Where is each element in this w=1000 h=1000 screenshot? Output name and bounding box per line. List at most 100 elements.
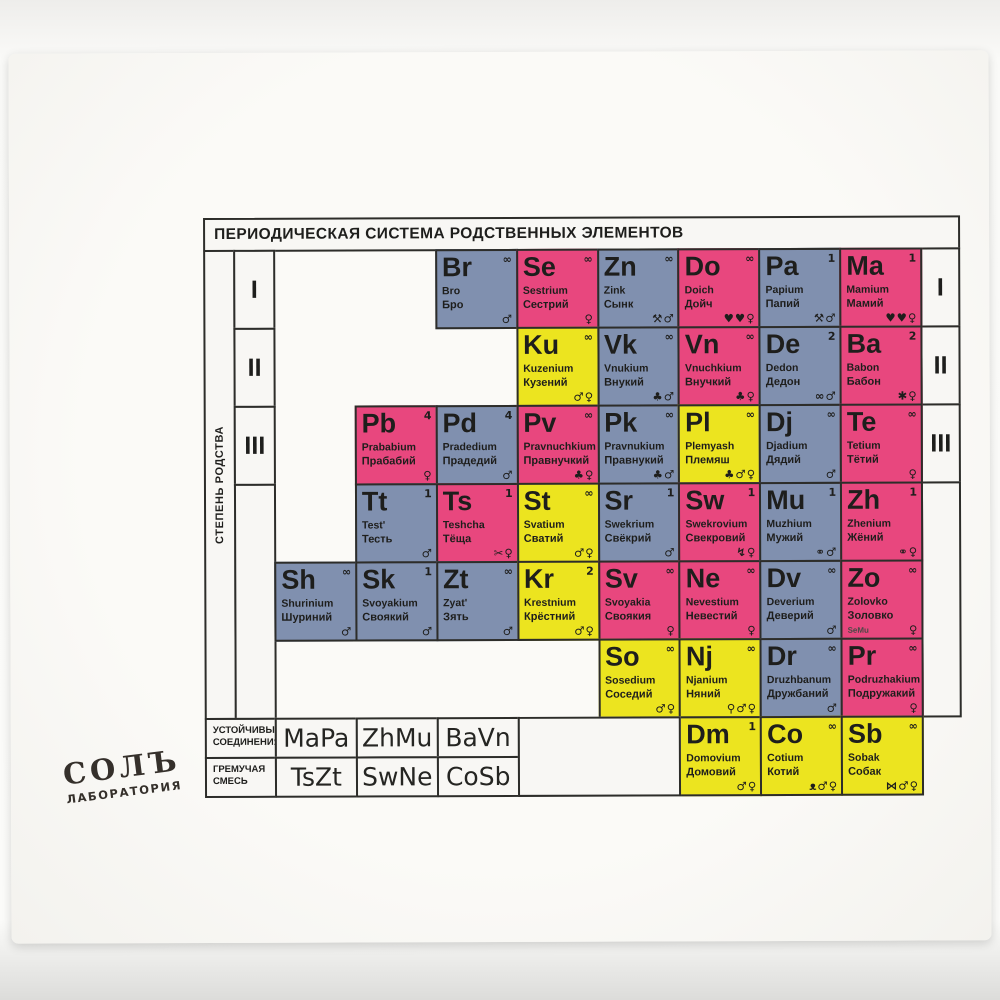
element-symbol: Nj — [685, 641, 713, 672]
element-icons: ⚒♂ — [652, 311, 675, 325]
element-russian-name: Жёний — [847, 531, 884, 544]
compounds-empty-box — [517, 716, 682, 797]
element-symbol: Do — [684, 251, 721, 282]
element-latin-name: Tetium — [846, 439, 881, 452]
element-cell-sw: 1 Sw Swekrovium Свекровий ↯♀ — [678, 482, 762, 563]
element-russian-name: Правнукий — [604, 454, 664, 467]
female-icon: ♀ — [585, 623, 595, 638]
element-icons: ♂ — [826, 623, 837, 637]
compound-label-line: ГРЕМУЧАЯ — [212, 763, 266, 776]
female-icon: ♀ — [584, 311, 594, 326]
female-icon: ♀ — [909, 778, 920, 793]
element-russian-name: Тётий — [846, 453, 879, 466]
element-russian-name: Соседий — [605, 688, 653, 701]
element-cell-ts: 1 Ts Teshcha Тёща ✂♀ — [435, 482, 519, 564]
element-symbol: Zo — [847, 562, 881, 593]
female-icon: ♀ — [908, 388, 918, 403]
female-icon: ♀ — [746, 545, 757, 560]
element-icons: ♀ — [909, 623, 918, 637]
element-symbol: Kr — [523, 563, 554, 594]
male-icon: ♂ — [825, 544, 838, 559]
male-icon: ♂ — [664, 545, 676, 560]
element-latin-name: Djadium — [766, 439, 808, 453]
male-icon: ♂ — [817, 778, 829, 793]
element-russian-name: Бабон — [846, 375, 881, 388]
tools-icon: ⚒ — [652, 311, 664, 326]
element-cell-sh: ∞ Sh Shurinium Шуриний ♂ — [274, 561, 358, 642]
element-latin-name: Plemyash — [685, 440, 735, 453]
element-symbol: De — [765, 328, 801, 360]
element-russian-name: Золовко — [847, 609, 894, 622]
compound-formula-zhmu: ZhMu — [355, 717, 439, 759]
element-russian-name: Невестий — [685, 610, 738, 623]
balloons-icon: ♣ — [735, 389, 747, 404]
element-russian-name: Дядий — [766, 453, 801, 467]
element-icons: ♀ — [909, 701, 918, 715]
table-title-text: ПЕРИОДИЧЕСКАЯ СИСТЕМА РОДСТВЕННЫХ ЭЛЕМЕН… — [214, 224, 684, 243]
element-icons: ♂ — [826, 467, 837, 481]
element-symbol: Pa — [765, 250, 799, 282]
balloons-icon: ♣ — [573, 467, 586, 482]
compound-label-line: СМЕСЬ — [212, 776, 248, 788]
element-cell-pa: 1 Pa Papium Папий ⚒♂ — [758, 247, 842, 329]
element-latin-name: Pravnukium — [604, 440, 665, 453]
element-degree: ∞ — [746, 642, 756, 656]
lightning-icon: ↯ — [736, 545, 748, 560]
element-cell-br: ∞ Br Bro Бро ♂ — [434, 248, 519, 330]
compound-row-label: ГРЕМУЧАЯ СМЕСЬ — [204, 756, 278, 799]
element-latin-name: Pradedium — [442, 441, 497, 454]
element-cell-sk: 1 Sk Svoyakium Своякий ♂ — [355, 561, 439, 642]
element-icons: ♥♥♀ — [724, 311, 756, 325]
element-degree: 2 — [586, 564, 594, 578]
element-russian-name: Деверий — [766, 609, 814, 623]
element-symbol: Vk — [603, 329, 638, 360]
element-icons: ♂♀ — [574, 624, 595, 638]
element-russian-name: Правнучкий — [523, 454, 590, 467]
element-latin-name: Domovium — [686, 752, 741, 765]
element-latin-name: Druzhbanum — [766, 673, 832, 687]
element-icons: ⚭♂ — [815, 545, 837, 559]
male-icon: ♂ — [655, 701, 667, 716]
element-latin-name: Njanium — [685, 674, 728, 687]
element-symbol: Sk — [362, 564, 396, 595]
element-symbol: Ne — [685, 563, 721, 594]
male-icon: ♂ — [736, 701, 748, 716]
male-icon: ♂ — [573, 389, 585, 404]
element-russian-name: Кузений — [523, 376, 568, 389]
male-icon: ♂ — [826, 622, 838, 637]
element-russian-name: Котий — [767, 765, 800, 779]
element-icons: ♂ — [422, 624, 433, 638]
element-symbol: Pl — [685, 407, 711, 438]
element-latin-name: Zolovko — [847, 595, 888, 608]
element-cell-dr: ∞ Dr Druzhbanum Дружбаний ♂ — [759, 637, 843, 719]
balloons-icon: ♣ — [652, 389, 664, 404]
element-cell-ne: ∞ Ne Nevestium Невестий ♀ — [678, 560, 762, 641]
element-cell-dj: ∞ Dj Djadium Дядий ♂ — [758, 403, 843, 485]
element-icons: ♂ — [827, 701, 838, 715]
element-icons: ♂ — [422, 546, 433, 560]
element-degree: ∞ — [665, 642, 675, 656]
balloons-icon: ♣ — [724, 467, 736, 482]
element-russian-name: Свекровий — [685, 532, 746, 545]
element-degree: ∞ — [827, 719, 837, 733]
element-symbol: Sr — [604, 485, 634, 516]
male-icon: ♂ — [736, 779, 748, 794]
element-latin-name: Muzhium — [766, 517, 812, 531]
element-russian-name: Крёстний — [524, 610, 576, 623]
element-degree: ∞ — [583, 252, 593, 266]
female-icon: ♀ — [747, 701, 758, 716]
hearts-icon: ♥♥ — [885, 310, 908, 325]
element-symbol: Te — [846, 406, 877, 437]
element-russian-name: Своякий — [362, 611, 409, 624]
element-degree: 1 — [666, 486, 675, 500]
element-russian-name: Папий — [765, 297, 800, 311]
compound-label-line: УСТОЙЧИВЫЕ — [212, 724, 282, 737]
element-russian-name: Внукий — [604, 376, 644, 389]
male-icon: ♂ — [825, 466, 838, 481]
element-cell-ma: 1 Ma Mamium Мамий ♥♥♀ — [839, 247, 923, 328]
female-icon: ♀ — [909, 622, 919, 637]
element-degree: ∞ — [908, 563, 918, 577]
element-russian-name: Племяш — [685, 454, 730, 467]
element-latin-name: Svatium — [523, 518, 565, 531]
